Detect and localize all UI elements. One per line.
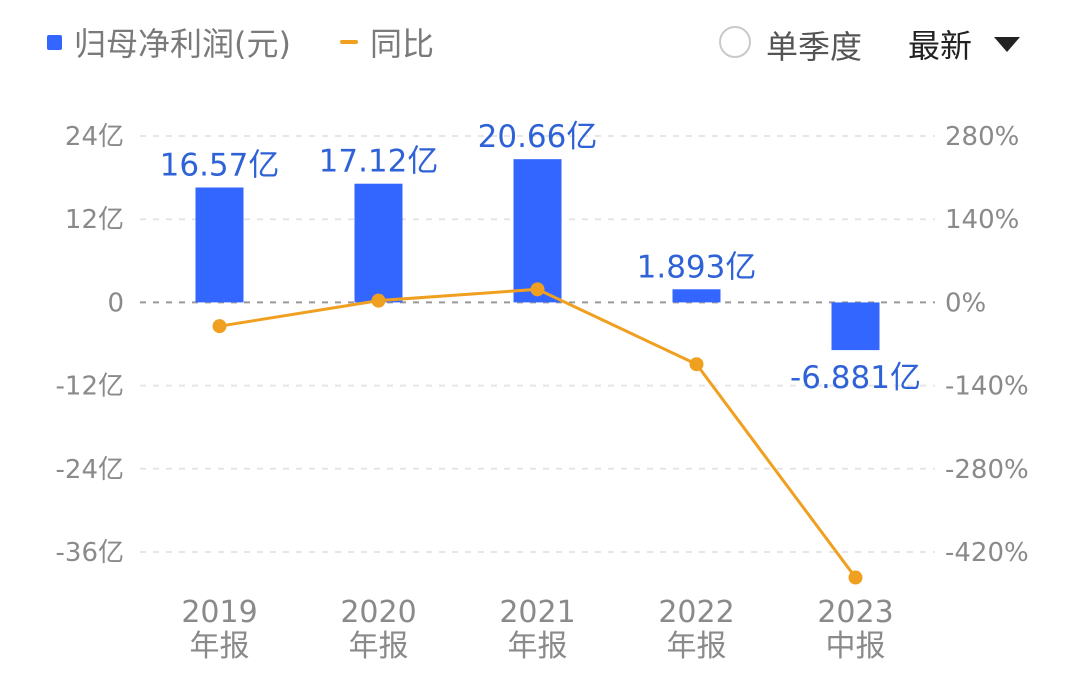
yoy-point	[371, 293, 386, 308]
bar-net-profit	[672, 289, 721, 303]
yoy-line	[219, 287, 857, 579]
bar-swatch-icon	[47, 34, 62, 50]
y-right-tick-label: -420%	[945, 538, 1029, 568]
legend-label-yoy: 同比	[370, 25, 435, 63]
y-left-tick-label: 24亿	[65, 122, 124, 152]
x-category-label: 2019 年报	[181, 595, 257, 664]
y-right-tick-label: 0%	[945, 288, 986, 318]
yoy-point	[848, 570, 863, 585]
chart-legend: 归母净利润(元) 同比	[0, 0, 1080, 90]
x-category-label: 2020 年报	[340, 595, 416, 664]
y-right-tick-label: 140%	[945, 205, 1019, 235]
bar-data-label: -6.881亿	[790, 360, 921, 396]
x-category-label: 2023 中报	[817, 595, 893, 664]
bar-data-label: 16.57亿	[160, 148, 280, 184]
y-left-tick-label: -24亿	[56, 455, 124, 485]
legend-item-yoy[interactable]: 同比	[340, 22, 435, 63]
yoy-point	[212, 319, 227, 334]
bar-data-label: 17.12亿	[319, 144, 439, 180]
single-quarter-radio[interactable]	[719, 26, 751, 58]
bar-data-label: 1.893亿	[637, 249, 757, 285]
y-right-tick-label: 280%	[945, 122, 1019, 152]
period-dropdown-value: 最新	[908, 27, 973, 65]
single-quarter-label[interactable]: 单季度	[766, 28, 863, 66]
y-left-tick-label: 12亿	[65, 205, 124, 235]
legend-item-net-profit[interactable]: 归母净利润(元)	[47, 22, 291, 63]
yoy-point	[530, 282, 545, 297]
yoy-point	[689, 357, 704, 372]
y-right-tick-label: -280%	[945, 455, 1029, 485]
bar-net-profit	[831, 302, 880, 351]
y-left-tick-label: -12亿	[56, 372, 124, 402]
y-right-tick-label: -140%	[945, 372, 1029, 402]
bar-data-label: 20.66亿	[478, 119, 598, 155]
bar-net-profit	[354, 183, 403, 303]
bar-net-profit	[513, 159, 562, 303]
period-dropdown[interactable]: 最新	[908, 22, 1021, 66]
y-left-tick-label: -36亿	[56, 538, 124, 568]
x-category-label: 2021 年报	[499, 595, 575, 664]
legend-label-net-profit: 归母净利润(元)	[74, 25, 291, 63]
y-left-tick-label: 0	[107, 288, 124, 318]
caret-down-icon	[994, 36, 1021, 52]
bar-net-profit	[195, 187, 244, 303]
x-category-label: 2022 年报	[658, 595, 734, 664]
line-swatch-icon	[340, 40, 358, 44]
